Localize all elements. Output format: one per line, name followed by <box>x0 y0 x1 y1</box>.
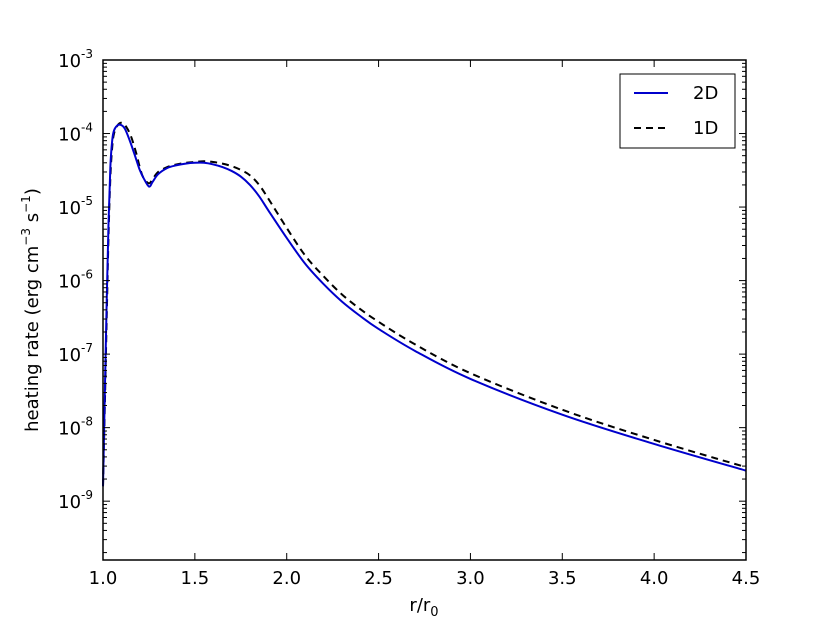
x-axis-label: r/r0 <box>409 595 438 620</box>
legend-label-1d: 1D <box>693 118 718 139</box>
legend-label-2d: 2D <box>693 83 718 104</box>
y-tick-label: 10-3 <box>58 47 93 72</box>
y-tick-label: 10-4 <box>58 121 93 146</box>
y-tick-label: 10-7 <box>58 341 93 366</box>
x-tick-label: 3.0 <box>456 568 485 589</box>
y-axis-label: heating rate (erg cm−3 s−1) <box>19 188 43 432</box>
series-line-2d <box>102 123 747 487</box>
legend: 2D 1D <box>619 73 736 149</box>
plot-frame <box>102 59 747 561</box>
y-tick-label: 10-8 <box>58 415 93 440</box>
svg-text:r/r0: r/r0 <box>409 595 438 620</box>
legend-box <box>619 73 736 149</box>
y-tick-label: 10-5 <box>58 194 93 219</box>
x-tick-label: 3.5 <box>548 568 577 589</box>
x-tick-label: 4.5 <box>732 568 761 589</box>
svg-text:heating rate (erg cm−3 s−1): heating rate (erg cm−3 s−1) <box>19 188 43 432</box>
x-tick-label: 1.5 <box>181 568 210 589</box>
y-tick-label: 10-9 <box>58 488 93 513</box>
y-tick-label: 10-6 <box>58 268 93 293</box>
x-tick-label: 1.0 <box>89 568 118 589</box>
ticks-layer: 1.0 1.5 2.0 2.5 3.0 3.5 4.0 4.5 10-3 10-4 10-5 10-6… <box>58 47 760 589</box>
x-tick-label: 2.0 <box>272 568 301 589</box>
series-layer <box>102 121 747 487</box>
x-tick-label: 4.0 <box>640 568 669 589</box>
x-tick-label: 2.5 <box>364 568 393 589</box>
